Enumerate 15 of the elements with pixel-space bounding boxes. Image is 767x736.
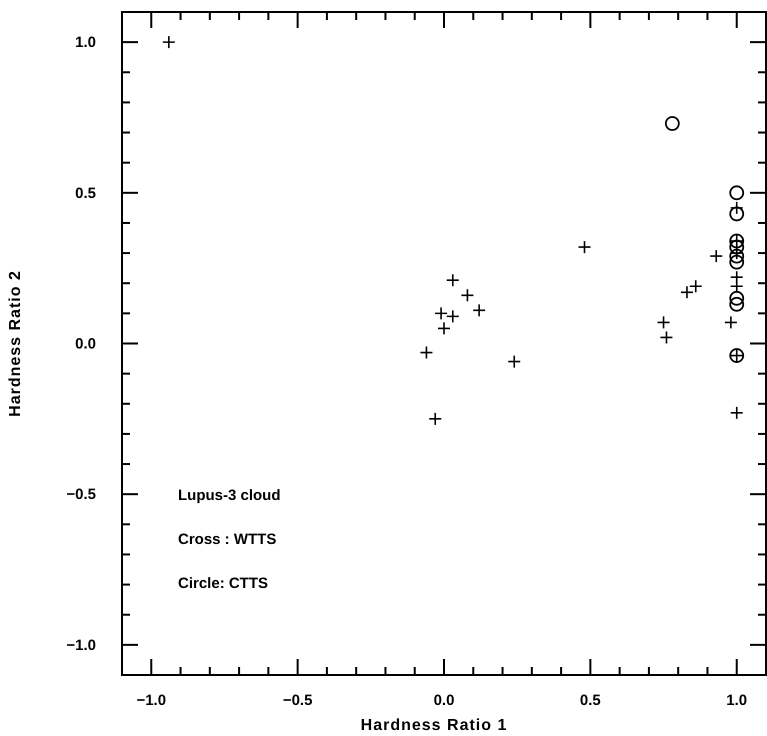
- y-axis-title: Hardness Ratio 2: [7, 270, 24, 417]
- y-tick-label: 0.5: [75, 184, 96, 202]
- annotation: Lupus-3 cloud: [178, 487, 280, 504]
- annotation: Circle: CTTS: [178, 575, 268, 592]
- x-tick-label: 0.0: [434, 692, 454, 709]
- x-tick-label: −0.5: [282, 692, 312, 709]
- y-tick-label: 0.0: [75, 336, 96, 352]
- x-tick-label: 1.0: [726, 692, 748, 709]
- y-tick-label: −0.5: [66, 486, 96, 504]
- annotation: Cross : WTTS: [178, 531, 276, 548]
- x-tick-label: −1.0: [136, 692, 166, 709]
- x-tick-label: 0.5: [580, 692, 601, 709]
- x-axis-title: Hardness Ratio 1: [360, 717, 508, 734]
- y-tick-label: −1.0: [66, 636, 96, 654]
- y-tick-label: 1.0: [75, 34, 96, 52]
